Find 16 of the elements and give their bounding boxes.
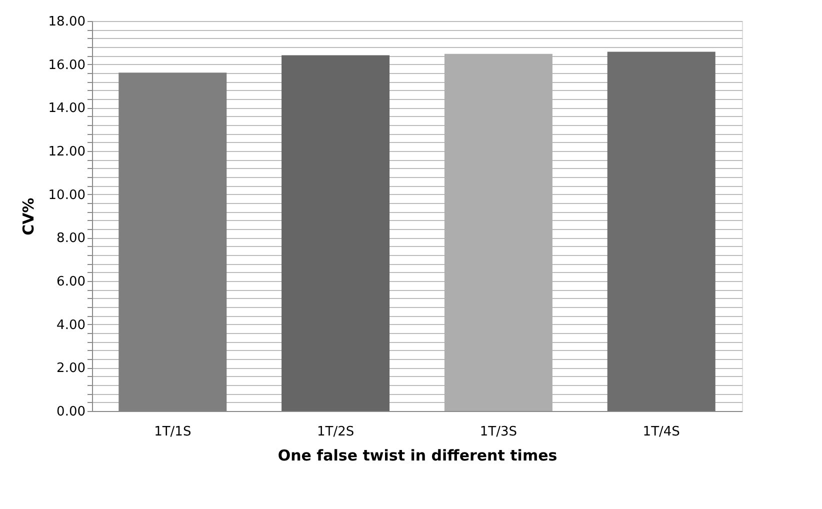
x-axis-title: One false twist in different times — [278, 446, 558, 464]
x-tick-label: 1T/2S — [316, 424, 354, 440]
y-tick-label: 0.00 — [56, 404, 86, 420]
y-tick-label: 6.00 — [56, 274, 86, 290]
y-tick-label: 8.00 — [56, 231, 86, 246]
y-tick-label: 18.00 — [48, 14, 86, 30]
y-tick-label: 16.00 — [48, 58, 86, 73]
y-tick-label: 10.00 — [48, 188, 86, 203]
x-tick-label: 1T/3S — [480, 424, 518, 440]
y-axis-title: CV% — [19, 198, 38, 236]
x-tick-label: 1T/4S — [642, 424, 680, 440]
y-tick-label: 12.00 — [48, 144, 86, 160]
x-tick-label: 1T/1S — [154, 424, 192, 440]
y-tick-label: 2.00 — [56, 361, 86, 376]
y-tick-label: 4.00 — [56, 318, 86, 333]
y-tick-label: 14.00 — [48, 101, 86, 116]
